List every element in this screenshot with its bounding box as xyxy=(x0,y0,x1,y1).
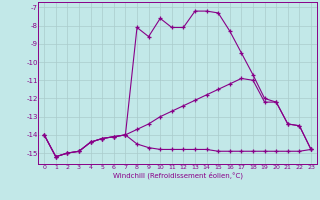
X-axis label: Windchill (Refroidissement éolien,°C): Windchill (Refroidissement éolien,°C) xyxy=(113,171,243,179)
